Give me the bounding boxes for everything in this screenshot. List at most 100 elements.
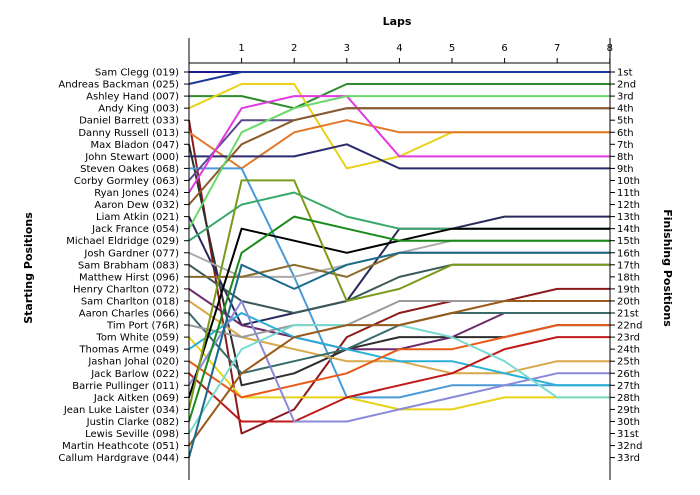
finishing-position-label: 1st — [617, 68, 633, 79]
finishing-position-label: 23rd — [617, 333, 640, 344]
x-tick-label: 2 — [291, 43, 297, 54]
finishing-position-label: 30th — [617, 417, 640, 428]
finishing-position-label: 3rd — [617, 92, 634, 103]
finishing-position-label: 27th — [617, 381, 640, 392]
starting-position-label: Corby Gormley (063) — [74, 176, 179, 187]
x-axis-title: Laps — [383, 15, 412, 28]
series-line-26 — [188, 336, 610, 423]
finishing-position-label: 7th — [617, 140, 634, 151]
starting-position-label: Tim Port (76R) — [106, 321, 179, 332]
position-lines — [188, 71, 610, 458]
starting-position-label: Lewis Seville (098) — [85, 429, 179, 440]
finishing-position-label: 17th — [617, 260, 640, 271]
series-line-32 — [188, 300, 610, 447]
x-tick-label: 6 — [501, 43, 507, 54]
finishing-position-label: 18th — [617, 272, 640, 283]
series-line-11 — [188, 95, 610, 194]
finishing-position-label: 21st — [617, 309, 639, 320]
finishing-position-label: 31st — [617, 429, 639, 440]
x-tick-label: 5 — [449, 43, 455, 54]
finishing-position-label: 16th — [617, 248, 640, 259]
finishing-position-label: 28th — [617, 393, 640, 404]
series-line-5 — [188, 120, 610, 435]
right-ticks: 1st2nd3rd4th5th6th7th8th9th10th11th12th1… — [610, 68, 642, 464]
finishing-position-label: 9th — [617, 164, 634, 175]
finishing-position-label: 22nd — [617, 321, 642, 332]
starting-position-label: Henry Charlton (072) — [73, 284, 179, 295]
starting-position-label: Jack Barlow (022) — [90, 369, 179, 380]
finishing-position-label: 5th — [617, 116, 634, 127]
series-line-8 — [189, 143, 610, 170]
starting-position-label: Jack Aitken (069) — [93, 393, 179, 404]
finishing-position-label: 14th — [617, 224, 640, 235]
starting-position-label: Ashley Hand (007) — [86, 92, 179, 103]
starting-position-label: Callum Hardgrave (044) — [58, 453, 179, 464]
series-line-14 — [188, 95, 610, 230]
starting-position-label: Thomas Arme (049) — [78, 345, 179, 356]
starting-position-label: Andreas Backman (025) — [58, 80, 179, 91]
starting-position-label: John Stewart (000) — [84, 152, 179, 163]
series-line-24 — [188, 312, 610, 387]
starting-position-label: Jashan Johal (020) — [87, 357, 179, 368]
starting-position-label: Martin Heathcote (051) — [62, 441, 179, 452]
starting-position-label: Liam Atkin (021) — [96, 212, 179, 223]
starting-position-label: Aaron Dew (032) — [94, 200, 179, 211]
x-tick-label: 3 — [344, 43, 350, 54]
series-line-29 — [188, 179, 610, 410]
starting-position-label: Sam Clegg (019) — [95, 68, 179, 79]
left-ticks: Sam Clegg (019)Andreas Backman (025)Ashl… — [58, 68, 189, 464]
finishing-position-label: 20th — [617, 296, 640, 307]
finishing-position-label: 4th — [617, 104, 634, 115]
finishing-position-label: 29th — [617, 405, 640, 416]
starting-position-label: Steven Oakes (068) — [80, 164, 179, 175]
starting-position-label: Jack France (054) — [91, 224, 179, 235]
series-line-22 — [188, 300, 610, 339]
finishing-position-label: 33rd — [617, 453, 640, 464]
right-axis-title: Finishing Positions — [661, 209, 674, 327]
finishing-position-label: 25th — [617, 357, 640, 368]
series-line-30 — [188, 215, 610, 422]
finishing-position-label: 13th — [617, 212, 640, 223]
finishing-position-label: 26th — [617, 369, 640, 380]
finishing-position-label: 6th — [617, 128, 634, 139]
starting-position-label: Andy King (003) — [98, 104, 179, 115]
starting-position-label: Barrie Pullinger (011) — [72, 381, 179, 392]
starting-position-label: Jean Luke Laister (034) — [63, 405, 179, 416]
starting-position-label: Sam Brabham (083) — [78, 260, 179, 271]
series-line-33 — [188, 251, 610, 458]
finishing-position-label: 32nd — [617, 441, 642, 452]
x-tick-label: 1 — [238, 43, 244, 54]
series-line-25 — [188, 324, 610, 399]
starting-position-label: Matthew Hirst (096) — [79, 272, 179, 283]
left-axis-title: Starting Positions — [22, 212, 35, 324]
finishing-position-label: 15th — [617, 236, 640, 247]
series-line-3 — [189, 83, 610, 110]
finishing-position-label: 8th — [617, 152, 634, 163]
starting-position-label: Tom White (059) — [95, 333, 179, 344]
starting-position-label: Michael Eldridge (029) — [66, 236, 179, 247]
starting-position-label: Max Bladon (047) — [91, 140, 180, 151]
series-line-2 — [188, 71, 610, 85]
series-line-31 — [188, 324, 610, 435]
x-tick-label: 7 — [554, 43, 560, 54]
finishing-position-label: 19th — [617, 284, 640, 295]
starting-position-label: Aaron Charles (066) — [79, 309, 179, 320]
starting-position-label: Danny Russell (013) — [78, 128, 179, 139]
starting-position-label: Ryan Jones (024) — [94, 188, 179, 199]
starting-position-label: Justin Clarke (082) — [86, 417, 179, 428]
series-line-12 — [188, 107, 610, 206]
series-line-10 — [188, 107, 610, 182]
finishing-position-label: 11th — [617, 188, 640, 199]
starting-position-label: Josh Gardner (077) — [83, 248, 179, 259]
starting-position-label: Daniel Barrett (033) — [79, 116, 179, 127]
finishing-position-label: 24th — [617, 345, 640, 356]
finishing-position-label: 2nd — [617, 80, 636, 91]
x-ticks: 1 2 3 4 5 6 7 8 — [238, 43, 613, 63]
finishing-position-label: 10th — [617, 176, 640, 187]
finishing-position-label: 12th — [617, 200, 640, 211]
x-tick-label: 4 — [396, 43, 402, 54]
series-line-23 — [188, 336, 610, 411]
starting-position-label: Sam Charlton (018) — [81, 296, 179, 307]
series-line-13 — [188, 215, 610, 327]
